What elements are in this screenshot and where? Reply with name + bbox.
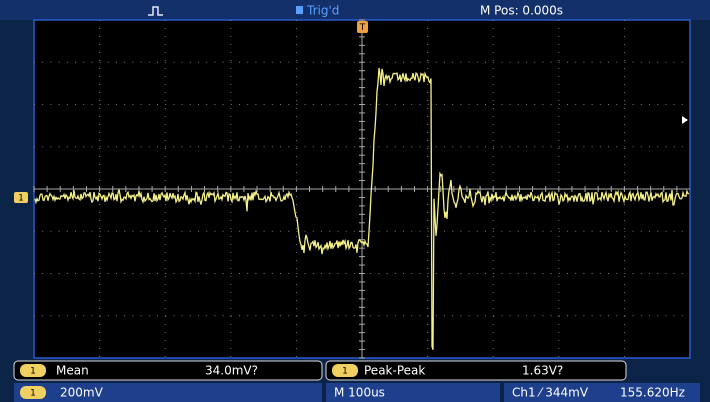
channel-marker: 1 [18,194,24,204]
measure-value: 1.63V? [522,364,563,378]
trigger-setting: Ch1 ⁄ 344mV [512,386,589,400]
channel-badge-text: 1 [342,367,348,377]
measure-label: Mean [56,364,89,378]
measure-label: Peak-Peak [364,364,425,378]
channel-scale: 200mV [60,386,104,400]
top-bar [0,0,710,20]
measure-value: 34.0mV? [205,364,258,378]
position: M Pos: 0.000s [480,4,563,18]
trigger-marker: T [359,23,366,33]
channel-badge-text: 1 [30,389,36,399]
timebase: M 100us [334,386,385,400]
channel-badge-text: 1 [30,367,36,377]
trig-icon [296,6,303,14]
frequency: 155.620Hz [620,386,685,400]
trig-status: Trig'd [306,4,339,18]
oscilloscope-screen: Trig'd M Pos: 0.000s T 1 1 Mean 34.0mV? … [0,0,710,402]
